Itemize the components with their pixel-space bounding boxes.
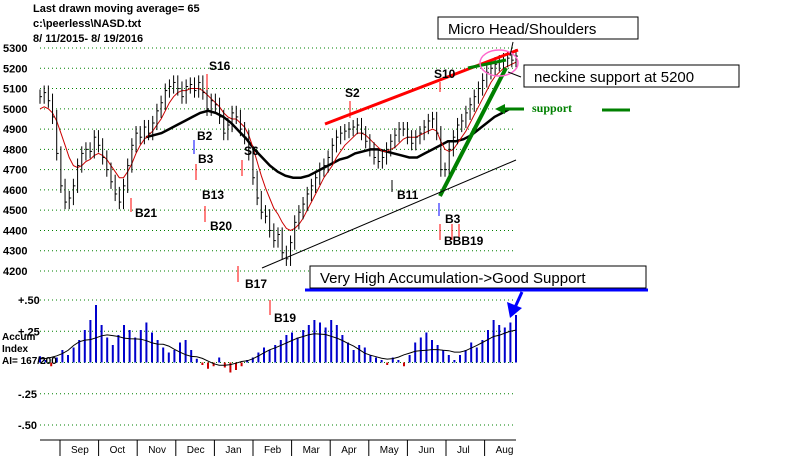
- head-shoulders-box: [437, 16, 639, 40]
- red-trendline: [324, 48, 519, 126]
- black-uptrend-line: [261, 159, 517, 269]
- signal-S16: S16: [209, 59, 231, 73]
- accum-smooth-line: [39, 329, 517, 366]
- accumulation-arrowhead: [507, 302, 522, 318]
- price-tick-label: 4900: [3, 124, 27, 136]
- support-arrowhead: [495, 104, 505, 114]
- signal-B19: B19: [274, 311, 296, 325]
- ellipse-pointer: [509, 41, 514, 57]
- month-label: Sep: [71, 445, 89, 456]
- accum-label-2: Index: [2, 344, 29, 355]
- signal-B21: B21: [135, 206, 157, 220]
- head-shoulders-label: Micro Head/Shoulders: [448, 21, 596, 38]
- neckline-box: [523, 64, 740, 88]
- short-ma-line: [39, 61, 517, 232]
- month-label: Oct: [110, 445, 126, 456]
- signal-S6: S6: [244, 144, 259, 158]
- accum-bars: [39, 305, 517, 373]
- head-shoulders-ellipse: [479, 49, 519, 77]
- signal-markers: S16 S2 S10 B3 B2 S6 B13 B21 B20 B17 B19 …: [130, 59, 484, 325]
- accumulation-box: [309, 265, 647, 289]
- signal-cluster: BBB19: [444, 234, 484, 248]
- accum-y-ticks: +.50 +.25 -.25 -.50: [18, 295, 40, 432]
- month-label: Feb: [264, 445, 282, 456]
- signal-S2: S2: [345, 86, 360, 100]
- price-tick-label: 5200: [3, 63, 27, 75]
- accum-tick-label: +.25: [18, 326, 40, 338]
- month-label: Jun: [418, 445, 434, 456]
- header-ma-text: Last drawn moving average= 65: [33, 3, 200, 15]
- month-label: Apr: [341, 445, 357, 456]
- price-tick-label: 4300: [3, 246, 27, 258]
- green-trendline: [438, 67, 508, 197]
- month-label: Mar: [303, 445, 321, 456]
- signal-B17: B17: [245, 277, 267, 291]
- header-date-range: 8/ 11/2015- 8/ 19/2016: [33, 33, 143, 45]
- neckline-pointer: [507, 71, 522, 78]
- signal-B11: B11: [397, 188, 419, 202]
- header-file-text: c:\peerless\NASD.txt: [33, 18, 142, 30]
- accum-tick-label: -.50: [18, 420, 37, 432]
- month-label: Jul: [457, 445, 470, 456]
- price-tick-label: 4200: [3, 266, 27, 278]
- accum-tick-label: +.50: [18, 295, 40, 307]
- price-y-ticks: 5300 5200 5100 5000 4900 4800 4700 4600 4500 4400…: [3, 43, 27, 278]
- signal-B20: B20: [210, 219, 232, 233]
- signal-B3: B3: [198, 152, 214, 166]
- signal-S10: S10: [434, 67, 456, 81]
- support-label: support: [532, 101, 572, 115]
- price-tick-label: 4400: [3, 225, 27, 237]
- price-tick-label: 4700: [3, 165, 27, 177]
- short-moving-average: [39, 61, 517, 232]
- price-tick-label: 5300: [3, 43, 27, 55]
- price-tick-label: 4600: [3, 185, 27, 197]
- price-bars: [39, 49, 518, 266]
- month-label: Nov: [148, 445, 166, 456]
- month-label: Jan: [225, 445, 241, 456]
- price-tick-label: 4500: [3, 205, 27, 217]
- price-tick-label: 5100: [3, 84, 27, 96]
- neckline-label: neckine support at 5200: [534, 69, 694, 86]
- price-tick-label: 4800: [3, 144, 27, 156]
- accum-tick-label: -.25: [18, 389, 37, 401]
- signal-B2: B2: [197, 129, 213, 143]
- signal-B3-june: B3: [445, 212, 461, 226]
- green-trendline-short: [467, 58, 507, 70]
- month-label: May: [380, 445, 399, 456]
- month-labels: Sep Oct Nov Dec Jan Feb Mar Apr May Jun Jul Aug: [59, 440, 514, 456]
- signal-B13: B13: [202, 188, 224, 202]
- accum-label-1: Accum: [2, 332, 35, 343]
- accumulation-label: Very High Accumulation->Good Support: [320, 270, 586, 287]
- month-label: Dec: [187, 445, 205, 456]
- month-label: Aug: [496, 445, 514, 456]
- price-tick-label: 5000: [3, 104, 27, 116]
- accum-label-3: AI= 167/200: [2, 356, 57, 367]
